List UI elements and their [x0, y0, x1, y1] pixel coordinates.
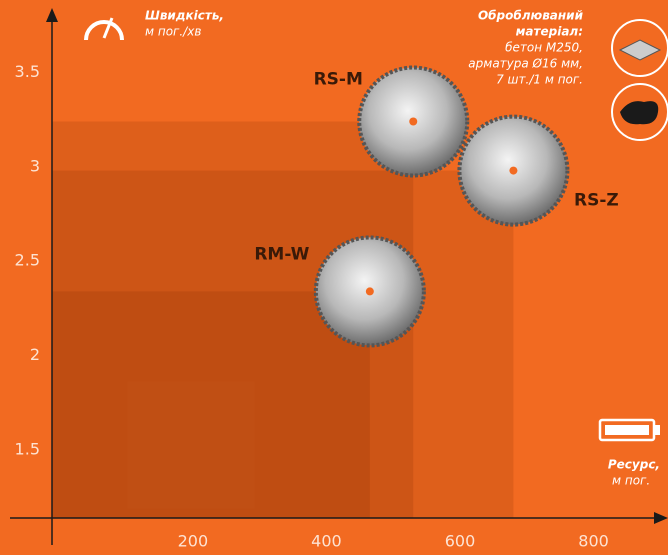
point-label: RS-M — [314, 70, 363, 90]
saw-disk — [457, 114, 570, 227]
material-title: матеріал: — [516, 25, 583, 39]
disk-hole — [409, 117, 418, 126]
y-tick-label: 3.5 — [15, 62, 40, 81]
area-shade — [52, 291, 370, 518]
y-label-unit: м пог./хв — [145, 25, 201, 39]
x-arrow — [654, 512, 668, 524]
battery-icon — [598, 418, 660, 442]
x-tick-label: 800 — [578, 532, 609, 551]
material-icon-concrete — [611, 19, 668, 77]
x-tick-label: 200 — [178, 532, 209, 551]
material-icon-rebar — [611, 83, 668, 141]
speed-icon — [84, 17, 124, 41]
disk-hole — [365, 287, 374, 296]
x-tick-label: 600 — [445, 532, 476, 551]
y-label: Швидкість, — [145, 9, 224, 23]
x-label: Ресурс, — [608, 458, 660, 472]
saw-disk — [357, 65, 470, 178]
saw-disk — [313, 235, 426, 348]
material-line: арматура Ø16 мм, — [468, 57, 583, 71]
disk-hole — [509, 166, 518, 175]
point-label: RM-W — [254, 244, 309, 264]
material-line: бетон М250, — [505, 41, 583, 55]
area-shade — [52, 170, 514, 518]
x-tick-label: 400 — [311, 532, 342, 551]
y-tick-label: 2 — [30, 345, 40, 364]
y-tick-label: 3 — [30, 156, 40, 175]
concrete-slab — [618, 39, 662, 61]
rebar-shape — [620, 101, 659, 125]
point-label: RS-Z — [574, 191, 619, 211]
y-arrow — [46, 8, 58, 22]
y-tick-label: 1.5 — [15, 440, 40, 459]
material-line: 7 шт./1 м пог. — [496, 73, 583, 87]
material-title: Оброблюваний — [478, 9, 584, 23]
x-label-unit: м пог. — [612, 474, 650, 488]
y-tick-label: 2.5 — [15, 251, 40, 270]
